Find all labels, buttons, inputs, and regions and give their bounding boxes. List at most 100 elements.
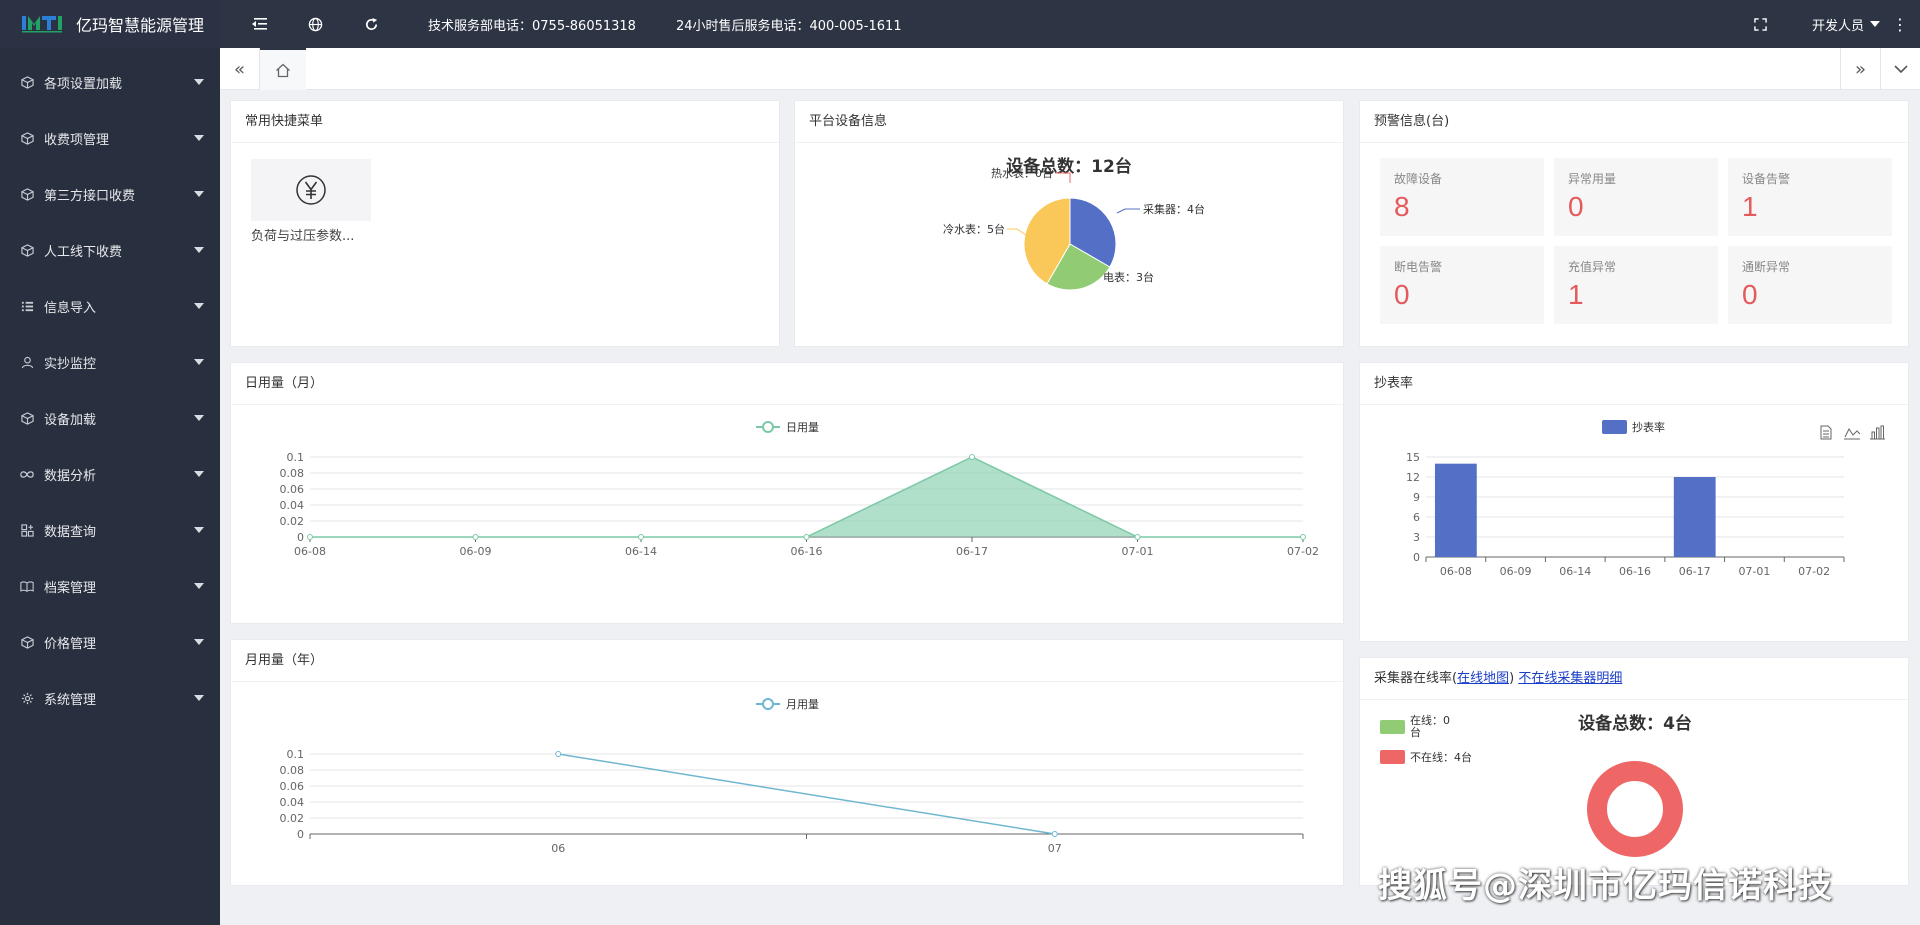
sidebar-item-7[interactable]: 设备加载 <box>0 390 220 446</box>
y-tick-label: 0.1 <box>287 748 305 761</box>
warning-item-label: 异常用量 <box>1568 172 1617 186</box>
y-tick-label: 0.08 <box>280 467 305 480</box>
offline-detail-link[interactable]: 不在线采集器明细 <box>1518 671 1623 686</box>
y-tick-label: 9 <box>1413 491 1420 504</box>
quick-menu-card: 常用快捷菜单 负荷与过压参数... <box>230 100 780 347</box>
sidebar-item-5[interactable]: 信息导入 <box>0 278 220 334</box>
x-tick-label: 07-02 <box>1287 545 1319 558</box>
x-tick-label: 06-14 <box>1559 565 1591 578</box>
monthly-usage-card: 月用量（年） 月用量 0 0.02 0.04 0.06 0.08 0.1 06 07 <box>230 639 1344 886</box>
sidebar-item-label: 设备加载 <box>44 412 97 428</box>
warning-item-label: 故障设备 <box>1394 172 1443 186</box>
monthly-usage-chart: 月用量 0 0.02 0.04 0.06 0.08 0.1 06 07 <box>280 698 1304 855</box>
sidebar-item-label: 信息导入 <box>44 300 97 316</box>
online-map-link[interactable]: 在线地图 <box>1457 671 1510 686</box>
x-tick-label: 06-17 <box>956 545 988 558</box>
daily-point <box>803 534 810 540</box>
user-menu[interactable]: 开发人员 <box>1812 15 1880 34</box>
app-logo[interactable]: 亿玛智慧能源管理 <box>0 0 220 48</box>
sidebar-item-1[interactable]: 各项设置加载 <box>0 54 220 110</box>
warning-item-label: 通断异常 <box>1742 260 1791 274</box>
warning-item[interactable]: 通断异常 0 <box>1728 246 1892 324</box>
more-icon[interactable]: ⋮ <box>1892 14 1908 34</box>
fullscreen-icon[interactable] <box>1744 0 1778 48</box>
tab-scroll-right-icon[interactable]: » <box>1840 48 1880 90</box>
meter-rate-title: 抄表率 <box>1360 363 1908 405</box>
sidebar-item-10[interactable]: 档案管理 <box>0 558 220 614</box>
sidebar-item-12[interactable]: 系统管理 <box>0 670 220 726</box>
x-tick-label: 07 <box>1048 842 1062 855</box>
rate-bar <box>1434 463 1477 557</box>
x-tick-label: 06-16 <box>1619 565 1651 578</box>
meter-rate-card: 抄表率 抄表率 0 3 6 9 12 15 06-08 06-09 06-14 06-16 06-1… <box>1359 362 1909 642</box>
warning-item[interactable]: 充值异常 1 <box>1554 246 1718 324</box>
online-legend-label-1: 在线：0 <box>1410 713 1450 727</box>
pie-slice-冷水表 <box>1023 197 1071 285</box>
y-tick-label: 0.02 <box>280 812 305 825</box>
warning-item[interactable]: 设备告警 1 <box>1728 158 1892 236</box>
user-caret-icon <box>1870 21 1880 27</box>
pie-label-electric: 电表：3台 <box>1103 270 1154 284</box>
menu-collapse-icon[interactable] <box>242 0 276 48</box>
y-tick-label: 0.02 <box>280 515 305 528</box>
tab-home[interactable] <box>260 48 306 90</box>
sidebar-item-11[interactable]: 价格管理 <box>0 614 220 670</box>
warning-item-value: 8 <box>1394 191 1410 222</box>
warning-item[interactable]: 异常用量 0 <box>1554 158 1718 236</box>
x-tick-label: 07-02 <box>1798 565 1830 578</box>
refresh-icon[interactable] <box>354 0 388 48</box>
sidebar: 亿玛智慧能源管理 各项设置加载 收费项管理 第三方接口收费 人工线下收费信息导入实抄监… <box>0 0 220 925</box>
sidebar-item-label: 数据分析 <box>44 468 97 484</box>
globe-icon[interactable] <box>298 0 332 48</box>
sidebar-item-3[interactable]: 第三方接口收费 <box>0 166 220 222</box>
monthly-usage-title: 月用量（年） <box>231 640 1343 682</box>
warning-item-value: 1 <box>1568 279 1584 310</box>
warning-item[interactable]: 故障设备 8 <box>1380 158 1544 236</box>
y-tick-label: 0.04 <box>280 499 305 512</box>
x-tick-label: 06-17 <box>1679 565 1711 578</box>
tab-options-icon[interactable] <box>1880 48 1920 90</box>
book-icon <box>20 579 34 593</box>
data-view-icon[interactable] <box>1820 425 1832 440</box>
daily-usage-chart: 日用量 0 0.02 0.04 0.06 0.08 0.1 06-08 06-09 06-14 0… <box>280 421 1319 558</box>
sidebar-item-2[interactable]: 收费项管理 <box>0 110 220 166</box>
x-tick-label: 06 <box>551 842 565 855</box>
quick-menu-item-label[interactable]: 负荷与过压参数... <box>251 229 355 244</box>
daily-point <box>307 534 313 540</box>
online-legend-label-2: 台 <box>1410 725 1421 739</box>
watermark: 搜狐号@深圳市亿玛信诺科技 <box>1378 866 1833 906</box>
warning-item[interactable]: 断电告警 0 <box>1380 246 1544 324</box>
daily-legend[interactable]: 日用量 <box>756 421 819 434</box>
quick-menu-item[interactable] <box>251 159 371 221</box>
y-tick-label: 0.04 <box>280 796 305 809</box>
sidebar-item-label: 价格管理 <box>44 636 97 652</box>
quick-menu-title: 常用快捷菜单 <box>231 101 779 143</box>
cube-icon <box>20 243 34 257</box>
cube-icon <box>20 411 34 425</box>
daily-point <box>638 534 644 540</box>
cube-icon <box>20 75 34 89</box>
tab-scroll-left-icon[interactable]: « <box>220 48 260 90</box>
sidebar-item-9[interactable]: 数据查询 <box>0 502 220 558</box>
bar-switch-icon[interactable] <box>1870 425 1885 440</box>
daily-point <box>472 534 479 540</box>
online-title-prefix: 采集器在线率( <box>1374 671 1458 686</box>
online-legend-item[interactable]: 在线：0 台 <box>1380 713 1450 739</box>
app-title: 亿玛智慧能源管理 <box>76 16 205 35</box>
x-tick-label: 06-08 <box>1440 565 1472 578</box>
sidebar-item-6[interactable]: 实抄监控 <box>0 334 220 390</box>
meter-rate-legend[interactable]: 抄表率 <box>1602 420 1665 434</box>
daily-area <box>310 457 1303 537</box>
warning-item-value: 1 <box>1742 191 1758 222</box>
sidebar-item-4[interactable]: 人工线下收费 <box>0 222 220 278</box>
sidebar-item-8[interactable]: 数据分析 <box>0 446 220 502</box>
line-switch-icon[interactable] <box>1844 428 1861 440</box>
warning-item-value: 0 <box>1568 191 1584 222</box>
device-info-title: 平台设备信息 <box>795 101 1343 143</box>
daily-line <box>310 456 1303 538</box>
offline-legend-item[interactable]: 不在线：4台 <box>1380 750 1472 764</box>
sidebar-item-label: 档案管理 <box>44 580 97 596</box>
monthly-legend[interactable]: 月用量 <box>756 698 819 711</box>
daily-point <box>1300 534 1306 540</box>
online-pie-chart: 在线：0 台 不在线：4台 设备总数：4台 <box>1380 713 1692 857</box>
